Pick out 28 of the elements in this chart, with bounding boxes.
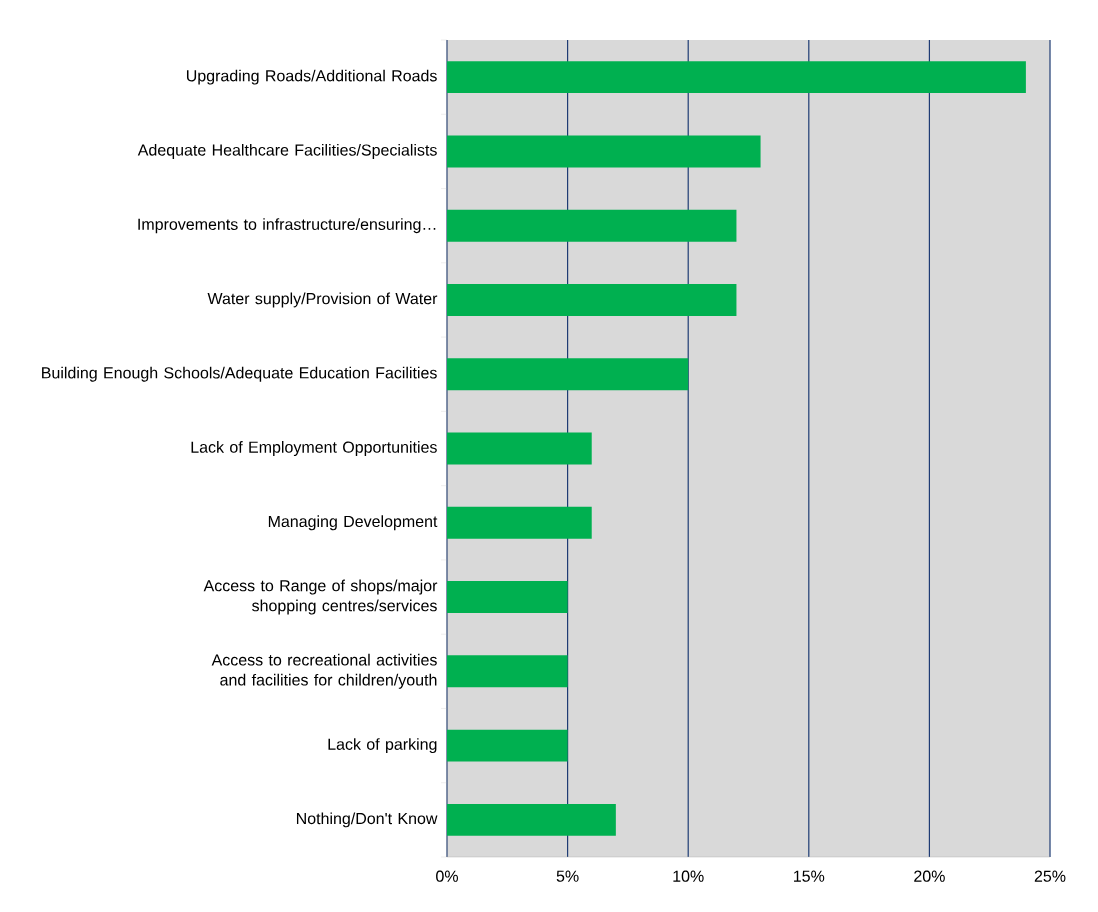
y-tick-label: Water supply/Provision of Water — [207, 292, 438, 308]
bar — [447, 358, 689, 391]
x-tick-label: 25% — [1034, 870, 1066, 882]
bar — [447, 655, 568, 688]
y-tick-label: Nothing/Don't Know — [296, 812, 438, 828]
x-tick-label: 15% — [794, 870, 825, 882]
y-tick-label: Upgrading Roads/Additional Roads — [186, 69, 437, 85]
bar — [447, 283, 737, 316]
x-tick-label: 0% — [436, 870, 458, 882]
bar — [447, 61, 1026, 94]
bar — [447, 432, 592, 465]
bar — [447, 729, 568, 762]
bar — [447, 581, 568, 614]
y-tick-label: Managing Development — [268, 515, 438, 531]
y-tick-label: Access to recreational activities and facilities for children/youth — [211, 653, 437, 689]
y-tick-label: Access to Range of shops/major shopping centres/services — [203, 579, 438, 615]
x-tick-label: 20% — [914, 870, 945, 882]
bar — [447, 209, 737, 242]
y-tick-label: Improvements to infrastructure/ensuring… — [138, 218, 436, 234]
bar — [447, 135, 761, 168]
bar — [447, 803, 616, 836]
y-tick-label: Lack of Employment Opportunities — [191, 441, 437, 456]
x-tick-label: 10% — [673, 870, 704, 882]
y-tick-label: Lack of parking — [328, 738, 437, 754]
x-tick-label: 5% — [556, 870, 579, 882]
bar — [447, 506, 592, 539]
y-tick-label: Adequate Healthcare Facilities/Specialists — [137, 143, 437, 159]
y-tick-label: Building Enough Schools/Adequate Education Facilities — [42, 366, 437, 382]
